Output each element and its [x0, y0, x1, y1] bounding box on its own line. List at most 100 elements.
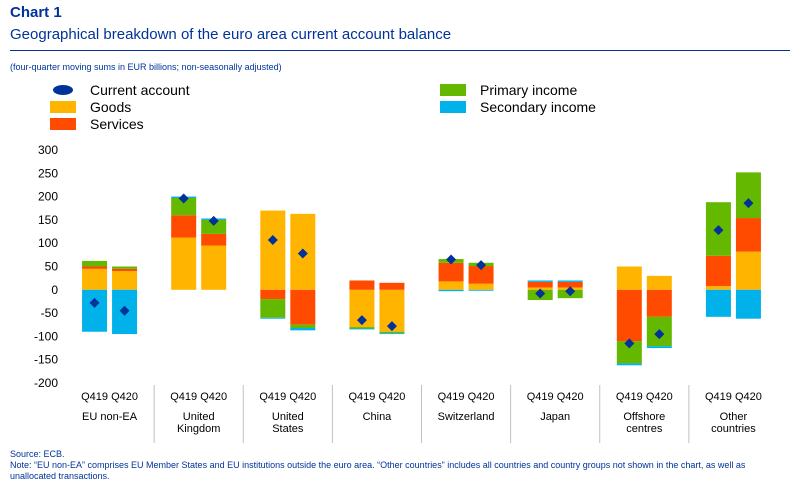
legend-label: Goods [90, 99, 132, 115]
chart-label: Chart 1 [10, 4, 62, 21]
group-label: Offshore [623, 411, 665, 423]
group-label: EU non-EA [82, 411, 138, 423]
current-account-marker [743, 198, 754, 209]
y-tick-label: -150 [34, 353, 58, 367]
secondary-income-bar [527, 280, 553, 282]
quarter-label: Q419 [81, 391, 108, 403]
group-label: China [363, 411, 393, 423]
group-label: countries [711, 423, 756, 435]
secondary-income-bar [468, 289, 494, 291]
current-account-marker [476, 260, 487, 271]
primary-income-swatch [440, 84, 466, 96]
current-account-marker [535, 288, 546, 299]
primary-income-bar [290, 324, 316, 329]
services-bar [616, 289, 642, 342]
goods-bar [112, 271, 138, 290]
y-tick-label: 100 [38, 236, 58, 250]
secondary-income-swatch [440, 101, 466, 113]
goods-bar [438, 281, 464, 290]
services-bar [557, 281, 583, 288]
quarter-label: Q419 [705, 391, 732, 403]
footer-source: Source: ECB. [10, 449, 65, 459]
secondary-income-bar [646, 346, 672, 349]
quarter-label: Q420 [646, 391, 673, 403]
services-bar [290, 289, 316, 325]
y-tick-label: -100 [34, 329, 58, 343]
services-bar [171, 215, 197, 238]
services-bar [112, 268, 138, 272]
quarter-label: Q420 [735, 391, 762, 403]
y-tick-label: 0 [51, 283, 58, 297]
primary-income-bar [82, 260, 108, 267]
services-bar [646, 289, 672, 317]
group-label: States [272, 423, 304, 435]
services-bar [349, 280, 375, 290]
secondary-income-bar [260, 317, 286, 319]
goods-bar [171, 237, 197, 290]
current-account-marker [178, 193, 189, 204]
secondary-income-bar [557, 280, 583, 282]
services-swatch [50, 118, 76, 130]
services-bar [201, 233, 227, 246]
title-divider [10, 50, 790, 51]
quarter-label: Q419 [348, 391, 375, 403]
y-tick-label: 200 [38, 190, 58, 204]
primary-income-bar [201, 219, 227, 234]
quarter-label: Q420 [557, 391, 584, 403]
secondary-income-bar [82, 289, 108, 332]
legend-current-account: Current account [50, 82, 190, 98]
quarter-label: Q419 [527, 391, 554, 403]
legend-services: Services [50, 116, 144, 132]
goods-swatch [50, 101, 76, 113]
current-account-marker [119, 305, 130, 316]
current-account-marker-icon [50, 84, 76, 96]
primary-income-bar [260, 299, 286, 318]
primary-income-bar [735, 172, 761, 219]
secondary-income-bar [616, 363, 642, 366]
current-account-marker [89, 297, 100, 308]
group-label: Switzerland [438, 411, 495, 423]
secondary-income-bar [379, 333, 405, 335]
quarter-label: Q420 [289, 391, 316, 403]
group-label: United [272, 411, 304, 423]
goods-bar [468, 283, 494, 290]
y-tick-label: 250 [38, 166, 58, 180]
goods-bar [735, 251, 761, 290]
group-label: Other [720, 411, 748, 423]
group-label: United [183, 411, 215, 423]
services-bar [705, 255, 731, 287]
quarter-label: Q419 [438, 391, 465, 403]
current-account-marker [446, 254, 457, 265]
y-tick-label: 150 [38, 213, 58, 227]
secondary-income-bar [705, 289, 731, 317]
goods-bar [646, 275, 672, 290]
footer-note: Note: “EU non-EA” comprises EU Member St… [10, 460, 746, 481]
primary-income-bar [379, 331, 405, 334]
goods-bar [201, 245, 227, 290]
primary-income-bar [349, 327, 375, 329]
services-bar [735, 218, 761, 252]
secondary-income-bar [290, 328, 316, 331]
secondary-income-bar [349, 328, 375, 330]
services-bar [527, 281, 553, 288]
y-tick-label: -200 [34, 376, 58, 390]
quarter-label: Q420 [378, 391, 405, 403]
legend-label: Services [90, 116, 144, 132]
services-bar [260, 289, 286, 300]
goods-bar [616, 266, 642, 290]
current-account-marker [386, 321, 397, 332]
current-account-marker [356, 315, 367, 326]
current-account-marker [713, 225, 724, 236]
y-tick-label: 50 [45, 260, 59, 274]
legend-label: Current account [90, 82, 190, 98]
goods-bar [260, 210, 286, 290]
secondary-income-bar [735, 289, 761, 319]
quarter-label: Q419 [170, 391, 197, 403]
chart-subtitle: (four-quarter moving sums in EUR billion… [10, 62, 282, 72]
quarter-label: Q420 [200, 391, 227, 403]
current-account-marker [565, 286, 576, 297]
current-account-marker [267, 234, 278, 245]
services-bar [82, 266, 108, 269]
y-tick-label: -50 [41, 306, 59, 320]
